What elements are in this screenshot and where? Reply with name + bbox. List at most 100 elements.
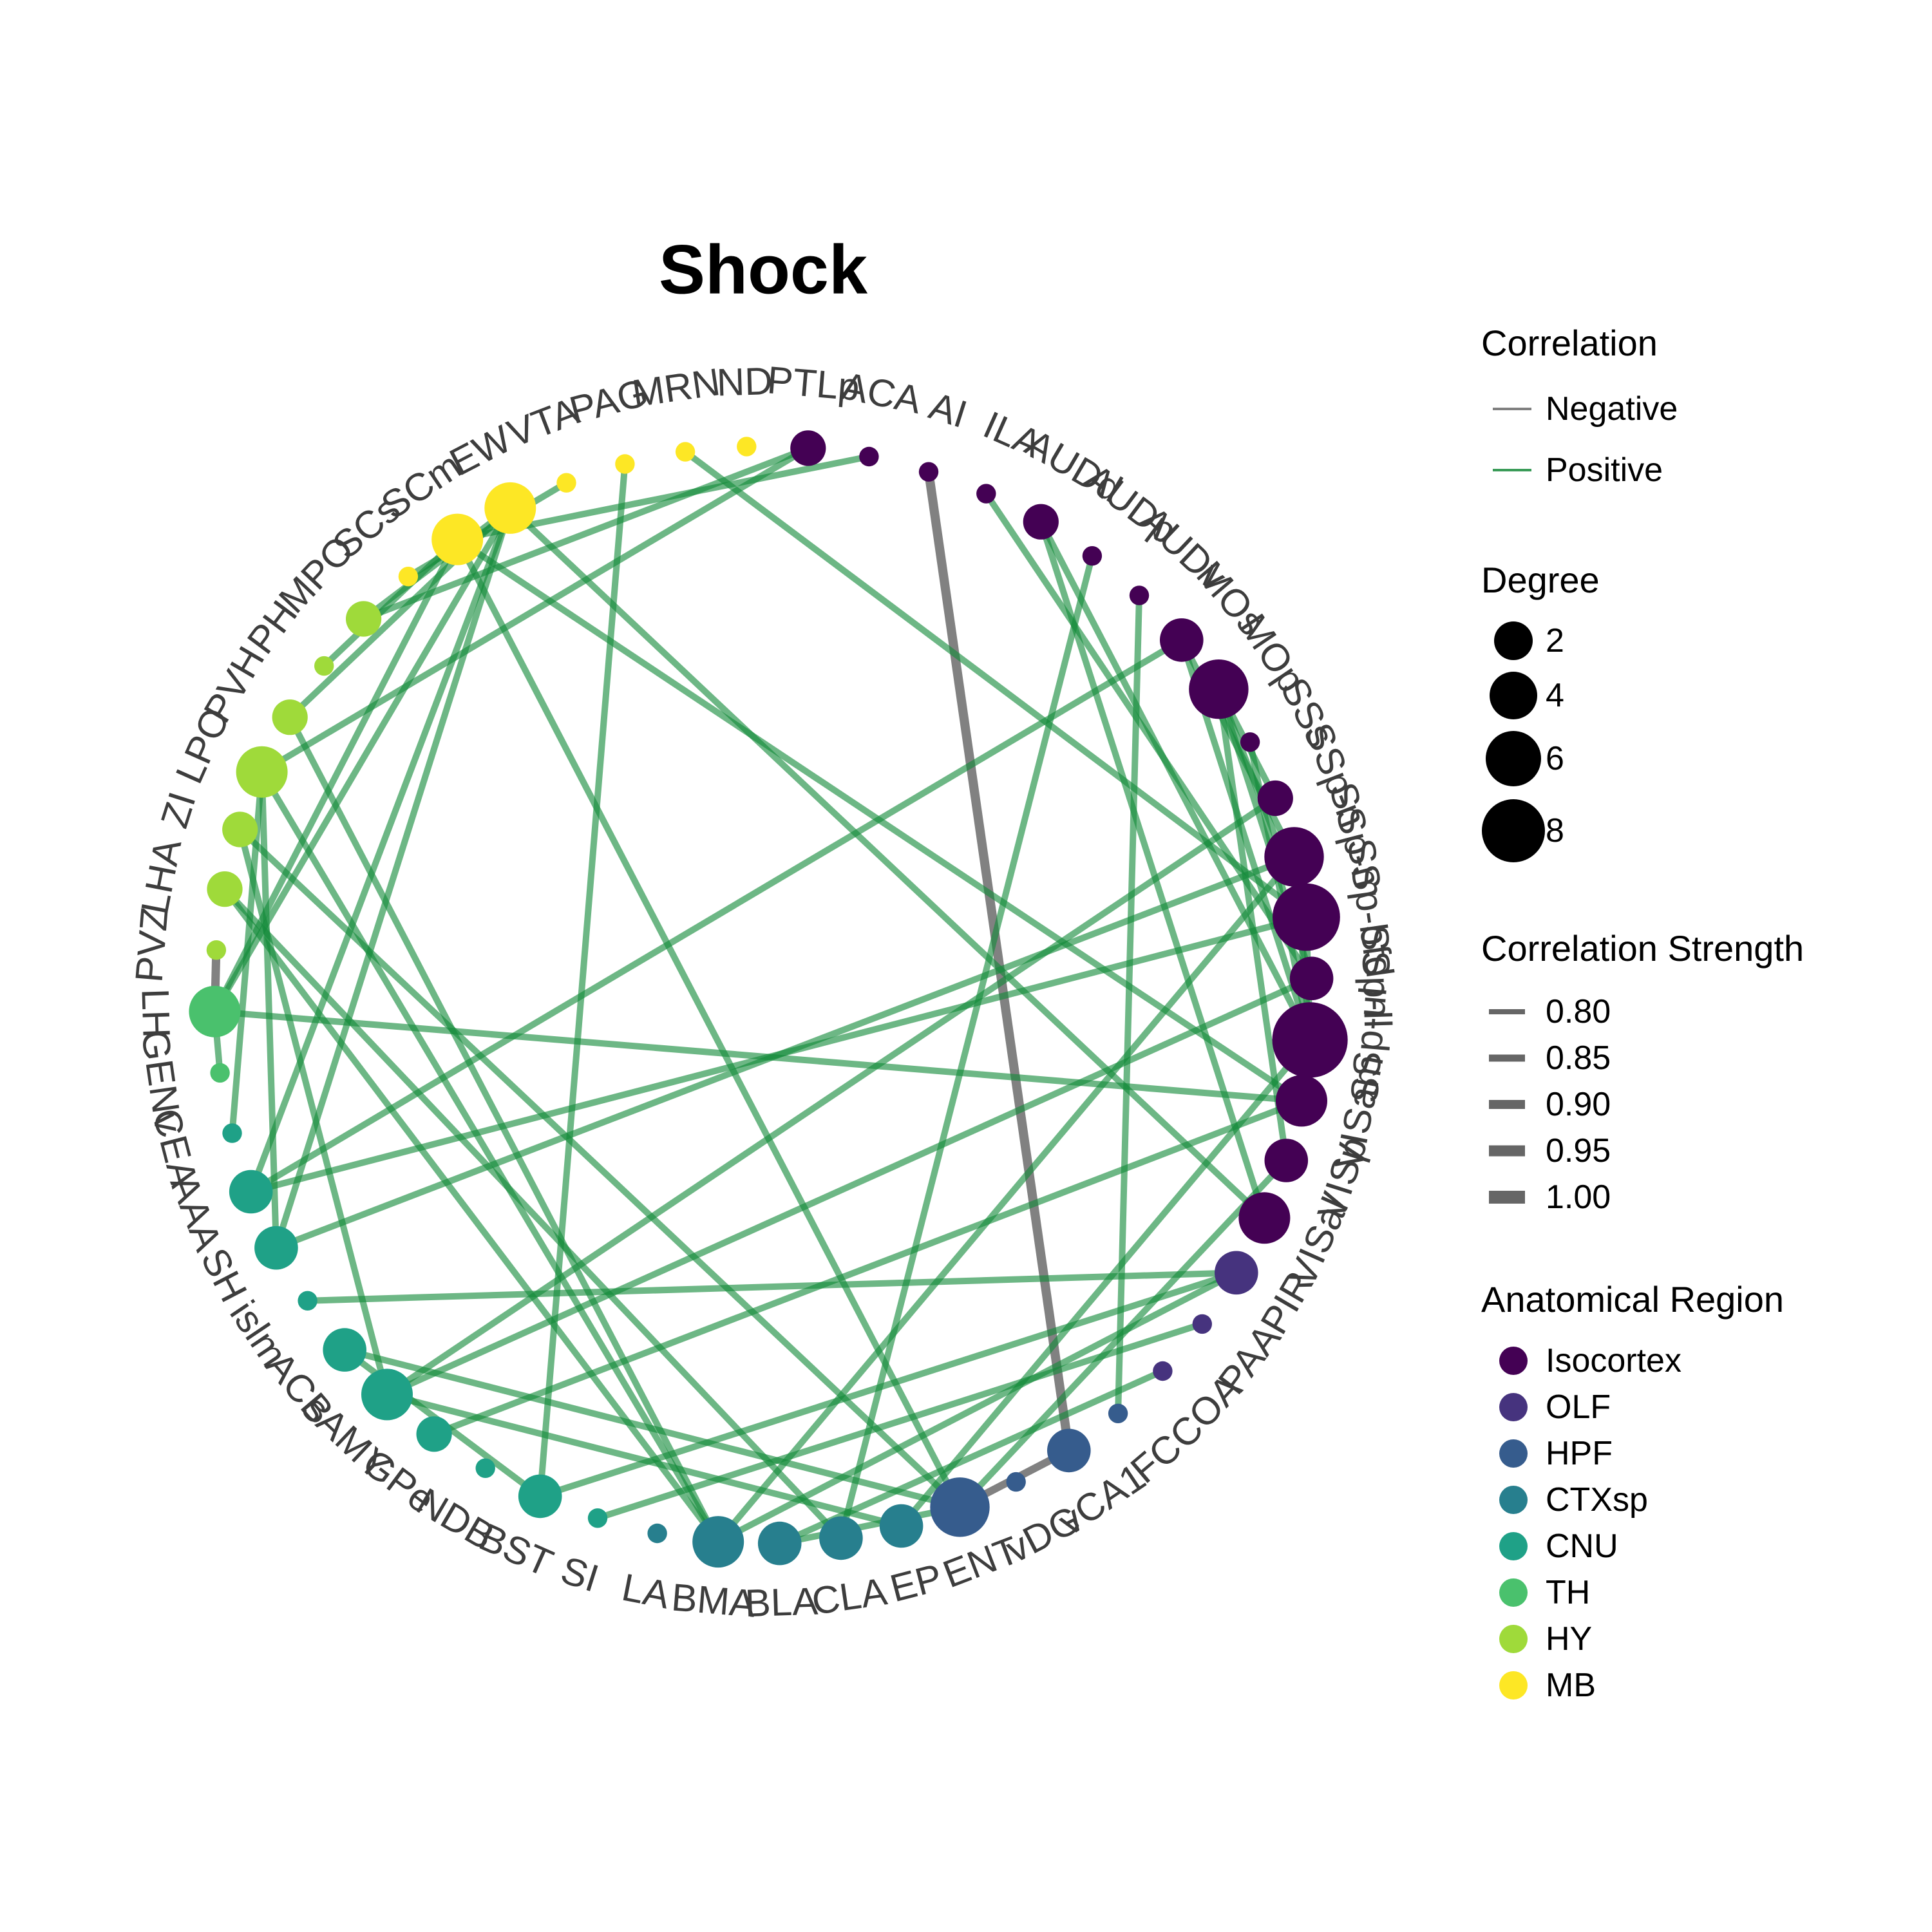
legend-item-isocortex: Isocortex: [1481, 1338, 1681, 1383]
node-label-zi: ZI: [153, 787, 204, 833]
node-ssp-bfd: [1273, 883, 1340, 951]
edge-audv-fc: [1115, 595, 1142, 1414]
node-samy: [361, 1368, 413, 1421]
legend-item-strength-080: 0.80: [1481, 989, 1611, 1034]
legend-width-090: [1489, 1100, 1525, 1109]
node-label-ptlp: PTLp: [766, 358, 861, 409]
legend-item-hpf: HPF: [1481, 1431, 1613, 1476]
edge-ssp-ll-samy: [385, 975, 1313, 1397]
edge-ai-vca1: [923, 471, 1074, 1452]
legend-item-ctxsp: CTXsp: [1481, 1477, 1648, 1522]
legend-item-cnu: CNU: [1481, 1524, 1618, 1569]
node-lh: [189, 985, 241, 1037]
edge-ptlp-mpo: [362, 445, 810, 622]
node-label-ssp-ul: SSp-ul: [1342, 985, 1395, 1104]
legend-label-hpf: HPF: [1546, 1435, 1613, 1472]
legend-label-positive: Positive: [1546, 451, 1663, 489]
node-ent: [930, 1477, 990, 1537]
edge-ssp-m-bma: [715, 855, 1297, 1544]
node-scm: [431, 513, 484, 565]
legend-dot-mb: [1499, 1671, 1528, 1700]
node-fc: [1108, 1403, 1128, 1423]
node-cea: [222, 1123, 242, 1143]
node-vdg: [1006, 1472, 1026, 1492]
legend-dot-isocortex: [1499, 1347, 1528, 1375]
legend-correlation-title: Correlation: [1481, 323, 1658, 363]
legend-label-strength-095: 0.95: [1546, 1132, 1611, 1170]
legend-label-mb: MB: [1546, 1667, 1596, 1704]
legend-region-title: Anatomical Region: [1481, 1279, 1785, 1320]
legend-item-degree-4: 4: [1481, 672, 1564, 719]
edge-mpo-ew: [361, 505, 513, 621]
legend-item-degree-2: 2: [1481, 618, 1564, 663]
legend-width-100: [1489, 1191, 1525, 1204]
legend-line-negative: [1493, 408, 1531, 410]
node-audd: [1023, 504, 1059, 540]
legend-dot-hpf: [1499, 1439, 1528, 1468]
legend-label-olf: OLF: [1546, 1388, 1611, 1426]
node-ssp-ul: [1272, 1002, 1348, 1078]
edge-sh-lpo: [258, 772, 279, 1248]
node-label-la: LA: [618, 1566, 673, 1617]
edge-paa-si: [596, 1321, 1204, 1522]
node-genv: [210, 1063, 230, 1083]
legend-item-degree-8: 8: [1481, 799, 1564, 862]
node-islm: [298, 1291, 317, 1311]
legend-item-strength-085: 0.85: [1481, 1036, 1611, 1081]
legend-label-strength-100: 1.00: [1546, 1179, 1611, 1216]
edge-cla-lha: [222, 887, 844, 1540]
edge-ent-bla: [779, 1504, 961, 1547]
legend-label-cnu: CNU: [1546, 1528, 1618, 1565]
legend-label-strength-085: 0.85: [1546, 1039, 1611, 1077]
legend-dot-hy: [1499, 1625, 1528, 1653]
node-bla: [757, 1521, 802, 1566]
node-pir: [1215, 1251, 1258, 1295]
legend-label-degree-4: 4: [1546, 677, 1564, 714]
edge-ptlp-lpo: [260, 445, 810, 775]
node-label-genv: GENv: [133, 1027, 191, 1135]
node-lha: [207, 871, 243, 907]
legend-width-085: [1489, 1054, 1525, 1062]
legend-dot-ctxsp: [1499, 1486, 1528, 1514]
legend-label-strength-080: 0.80: [1546, 993, 1611, 1030]
edge-bma-lpo: [259, 770, 721, 1544]
node-bst: [518, 1474, 562, 1519]
node-mop: [1189, 659, 1249, 719]
node-label-si: SI: [556, 1548, 603, 1600]
node-ssp-ll: [1289, 956, 1334, 1001]
legend-label-strength-090: 0.90: [1546, 1086, 1611, 1123]
node-label-ent: ENT: [937, 1528, 1025, 1596]
edge-audd-ssp-ul: [1037, 520, 1313, 1042]
node-label-bla: BLA: [744, 1580, 819, 1625]
node-si: [587, 1508, 608, 1528]
node-label-lh: LH: [133, 988, 178, 1039]
node-ssp-m: [1264, 827, 1324, 887]
edge-aaa-ew: [248, 507, 513, 1193]
node-visal: [1238, 1192, 1291, 1244]
edge-ep-samy: [386, 1391, 902, 1530]
legend-dot-degree-2: [1494, 621, 1533, 660]
node-label-ep: EP: [886, 1555, 946, 1610]
legend: Correlation Negative Positive Degree 2 4…: [1481, 0, 1919, 1932]
node-visp: [1264, 1139, 1309, 1182]
node-visam: [1276, 1075, 1327, 1127]
node-bma: [692, 1516, 744, 1568]
node-label-lha: LHA: [133, 835, 189, 917]
legend-line-positive: [1493, 469, 1531, 471]
node-scs: [398, 567, 419, 587]
edge-pir-islm: [307, 1269, 1236, 1304]
node-sh: [254, 1226, 298, 1270]
legend-label-negative: Negative: [1546, 390, 1678, 428]
legend-dot-cnu: [1499, 1532, 1528, 1560]
legend-width-095: [1489, 1145, 1525, 1157]
node-acb: [323, 1328, 366, 1372]
node-label-cla: CLA: [809, 1569, 889, 1623]
node-label-nd: ND: [716, 359, 773, 404]
node-aca: [859, 446, 879, 467]
node-label-bma: BMA: [670, 1575, 757, 1625]
legend-item-negative: Negative: [1481, 386, 1678, 431]
edge-ew-visal: [507, 506, 1267, 1220]
node-ph: [314, 656, 334, 676]
legend-label-degree-2: 2: [1546, 622, 1564, 659]
chart-title: Shock: [658, 230, 868, 308]
